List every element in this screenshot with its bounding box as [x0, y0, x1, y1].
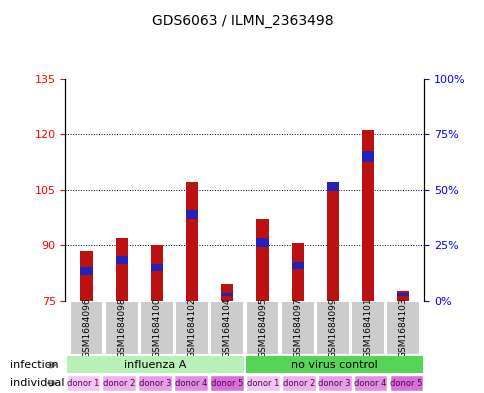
Text: no virus control: no virus control: [291, 360, 377, 370]
Text: GSM1684102: GSM1684102: [187, 298, 196, 358]
Bar: [386, 301, 419, 355]
Bar: [291, 262, 303, 269]
Text: GSM1684098: GSM1684098: [117, 298, 126, 358]
Text: GDS6063 / ILMN_2363498: GDS6063 / ILMN_2363498: [151, 14, 333, 28]
Bar: [245, 301, 279, 355]
Text: donor 1: donor 1: [67, 379, 99, 387]
Bar: [291, 243, 303, 301]
Text: donor 5: donor 5: [390, 379, 422, 387]
Bar: [70, 301, 103, 355]
Bar: [66, 375, 100, 391]
Text: donor 3: donor 3: [318, 379, 350, 387]
Bar: [138, 375, 172, 391]
Bar: [185, 210, 198, 219]
Bar: [396, 291, 408, 301]
Text: GSM1684104: GSM1684104: [222, 298, 231, 358]
Text: infection: infection: [10, 360, 58, 370]
Bar: [66, 356, 243, 373]
Bar: [245, 356, 423, 373]
Bar: [210, 375, 243, 391]
Text: donor 2: donor 2: [282, 379, 314, 387]
Text: GSM1684095: GSM1684095: [257, 298, 267, 358]
Text: donor 2: donor 2: [103, 379, 135, 387]
Bar: [221, 284, 233, 301]
Text: GSM1684103: GSM1684103: [398, 298, 407, 358]
Text: GSM1684096: GSM1684096: [82, 298, 91, 358]
Bar: [210, 301, 244, 355]
Text: donor 3: donor 3: [138, 379, 171, 387]
Text: donor 1: donor 1: [246, 379, 278, 387]
Bar: [102, 375, 136, 391]
Bar: [396, 292, 408, 296]
Bar: [389, 375, 423, 391]
Text: donor 4: donor 4: [354, 379, 386, 387]
Bar: [151, 245, 163, 301]
Text: individual: individual: [10, 378, 64, 388]
Bar: [174, 375, 208, 391]
Bar: [185, 182, 198, 301]
Bar: [245, 375, 279, 391]
Bar: [140, 301, 173, 355]
Text: GSM1684097: GSM1684097: [293, 298, 302, 358]
Bar: [256, 238, 268, 247]
Bar: [361, 151, 374, 162]
Text: GSM1684099: GSM1684099: [328, 298, 337, 358]
Bar: [326, 182, 338, 301]
Text: donor 5: donor 5: [211, 379, 242, 387]
Bar: [221, 292, 233, 296]
Text: donor 4: donor 4: [175, 379, 207, 387]
Bar: [256, 219, 268, 301]
Text: influenza A: influenza A: [124, 360, 186, 370]
Bar: [151, 264, 163, 271]
Bar: [350, 301, 384, 355]
Bar: [105, 301, 138, 355]
Bar: [80, 251, 92, 301]
Bar: [316, 301, 349, 355]
Bar: [175, 301, 209, 355]
Bar: [280, 301, 314, 355]
Bar: [317, 375, 351, 391]
Text: GSM1684100: GSM1684100: [152, 298, 161, 358]
Text: GSM1684101: GSM1684101: [363, 298, 372, 358]
Bar: [115, 256, 128, 264]
Bar: [353, 375, 387, 391]
Bar: [361, 130, 374, 301]
Bar: [281, 375, 315, 391]
Bar: [115, 238, 128, 301]
Bar: [326, 182, 338, 191]
Bar: [80, 267, 92, 275]
